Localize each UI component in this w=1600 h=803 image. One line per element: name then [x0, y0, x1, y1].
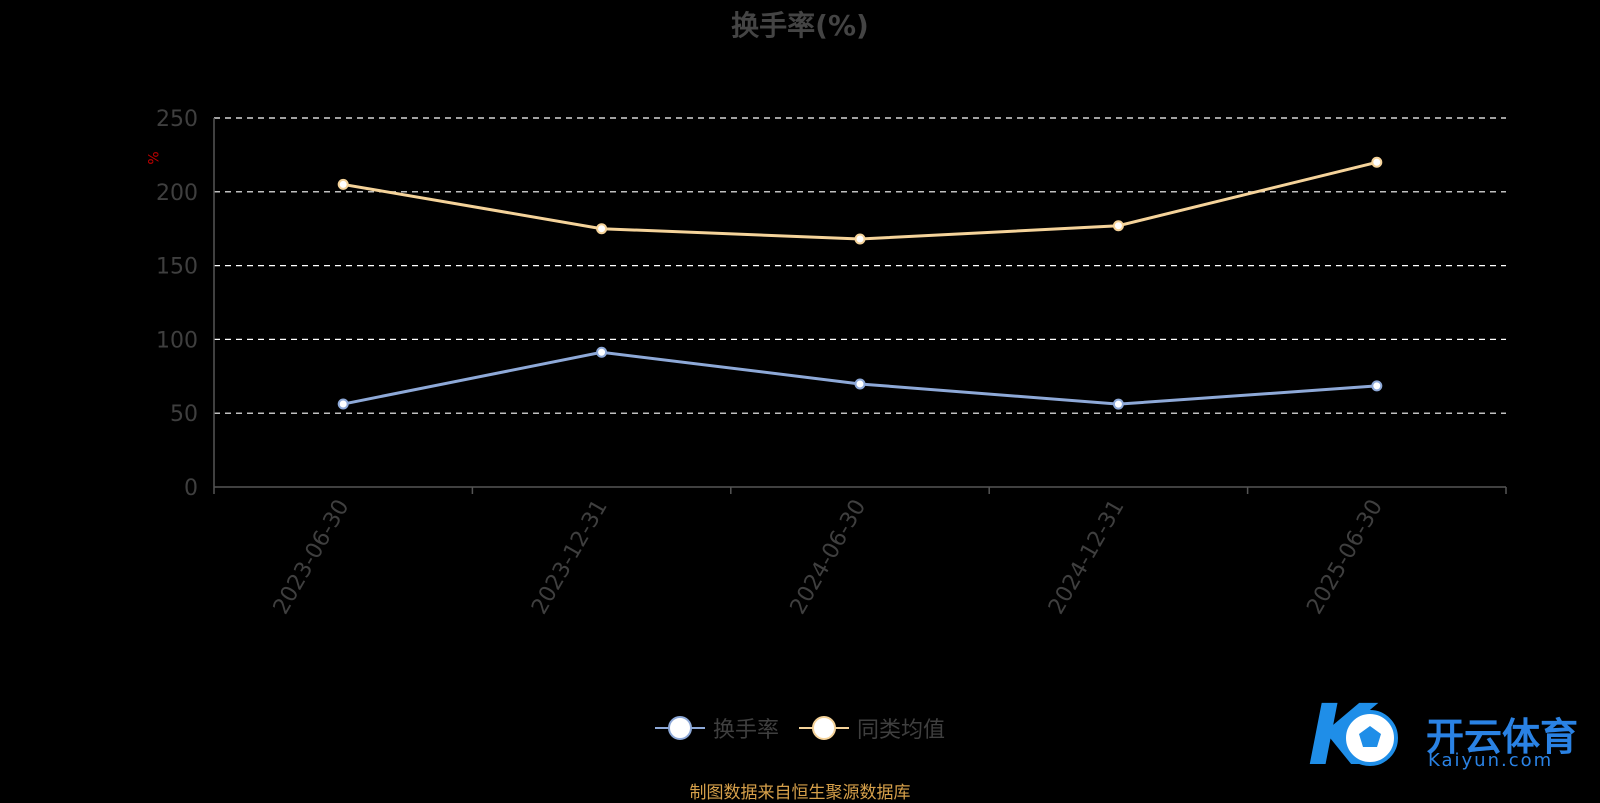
x-tick-label: 2025-06-30	[1302, 496, 1388, 619]
legend-swatch-turnover	[654, 715, 705, 741]
legend-swatch-peer-average	[799, 715, 849, 741]
data-point-1	[337, 178, 349, 190]
brand-domain: Kaiyun.com	[1428, 750, 1554, 771]
brand-logo: K 开云体育 Kaiyun.com	[1308, 686, 1598, 784]
legend-item-turnover[interactable]: 换手率	[654, 712, 779, 744]
data-point-0	[854, 378, 866, 390]
legend: 换手率 同类均值	[0, 712, 1600, 744]
data-point-0	[1112, 398, 1124, 410]
x-tick-label: 2024-12-31	[1044, 496, 1130, 619]
y-tick-label: 100	[156, 328, 198, 353]
data-point-1	[1371, 156, 1383, 168]
series-line-0	[342, 350, 1377, 406]
legend-label-peer-average: 同类均值	[857, 718, 946, 743]
data-point-1	[596, 223, 608, 235]
data-source-note: 制图数据来自恒生聚源数据库	[689, 783, 911, 803]
legend-item-peer-average[interactable]: 同类均值	[799, 712, 945, 744]
y-tick-label: 0	[184, 476, 198, 501]
data-point-0	[1371, 380, 1383, 392]
data-point-0	[596, 346, 608, 358]
legend-label-turnover: 换手率	[712, 718, 779, 743]
y-axis-unit-label: %	[146, 151, 163, 165]
y-tick-label: 50	[170, 402, 198, 427]
data-point-1	[1112, 220, 1124, 232]
chart-title: 换手率(%)	[731, 9, 869, 42]
x-tick-label: 2024-06-30	[786, 496, 872, 619]
brand-logo-mark-icon: K	[1308, 686, 1398, 784]
data-point-1	[854, 233, 866, 245]
y-tick-label: 200	[156, 181, 198, 206]
y-tick-label: 150	[156, 255, 198, 280]
x-tick-label: 2023-06-30	[269, 496, 355, 619]
y-tick-label: 250	[156, 107, 198, 132]
series-line-1	[342, 160, 1378, 241]
x-tick-label: 2023-12-31	[527, 496, 613, 619]
brand-name: 开云体育	[1426, 715, 1579, 759]
data-point-0	[337, 398, 349, 410]
